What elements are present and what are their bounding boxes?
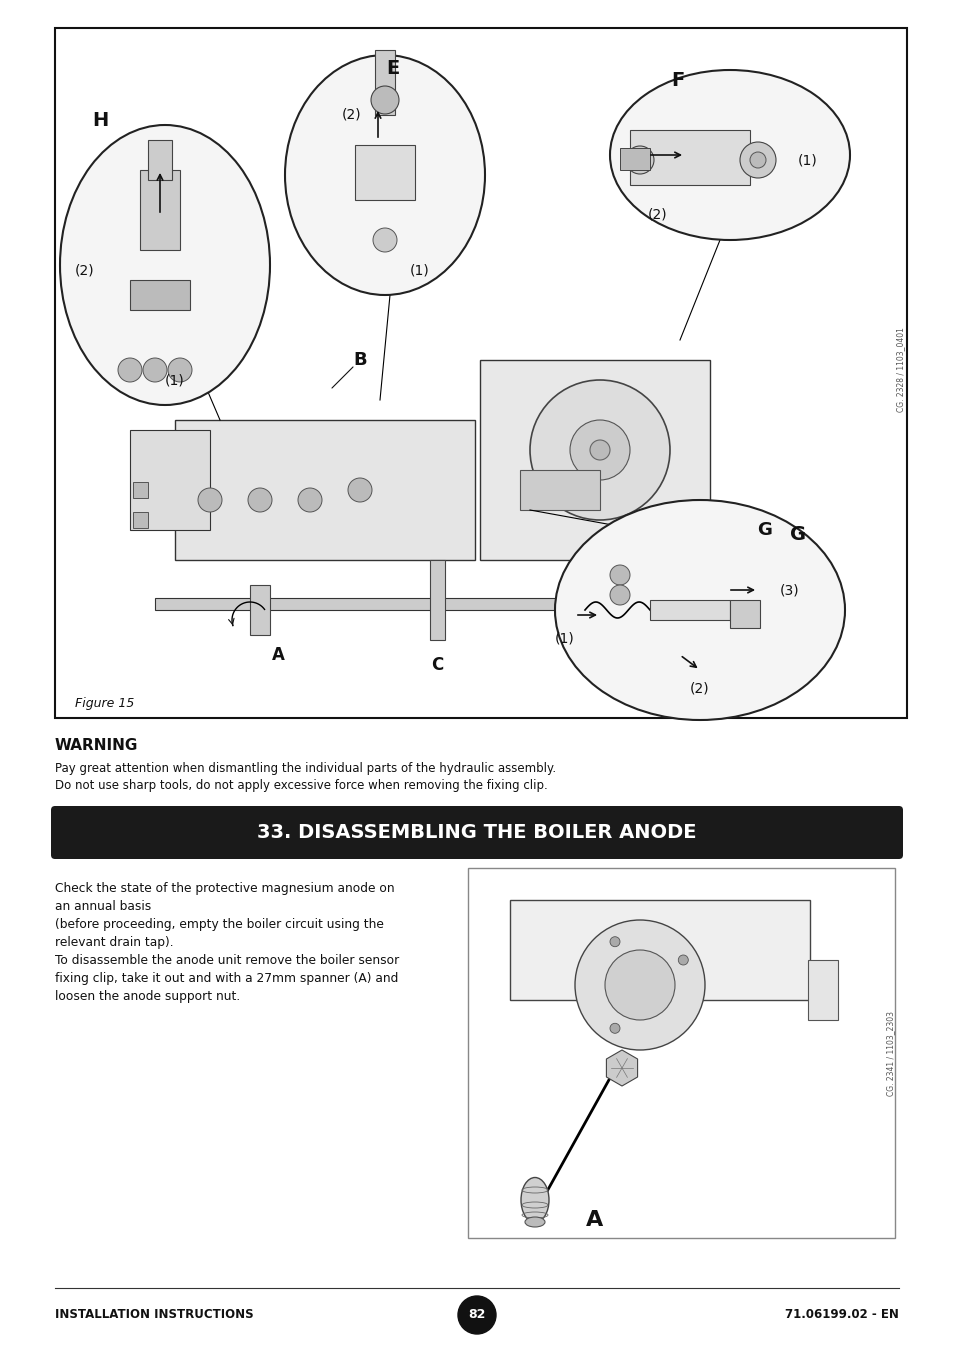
- Circle shape: [609, 937, 619, 946]
- Text: loosen the anode support nut.: loosen the anode support nut.: [55, 990, 240, 1003]
- Text: 33. DISASSEMBLING THE BOILER ANODE: 33. DISASSEMBLING THE BOILER ANODE: [257, 824, 696, 842]
- Text: an annual basis: an annual basis: [55, 900, 152, 913]
- Ellipse shape: [609, 70, 849, 240]
- Bar: [649, 599, 729, 620]
- Circle shape: [678, 954, 687, 965]
- Text: (1): (1): [798, 153, 817, 167]
- Text: F: F: [671, 70, 684, 89]
- Circle shape: [530, 379, 669, 520]
- Circle shape: [589, 440, 609, 460]
- Bar: [55, 28, 906, 718]
- Bar: [519, 470, 599, 510]
- Text: (3): (3): [780, 583, 799, 597]
- Bar: [468, 868, 894, 1238]
- Text: CG. 2341 / 1103_2303: CG. 2341 / 1103_2303: [885, 1011, 895, 1095]
- Bar: [619, 148, 649, 170]
- Polygon shape: [606, 1050, 637, 1085]
- Ellipse shape: [555, 500, 844, 720]
- Text: 82: 82: [468, 1308, 485, 1322]
- Text: Check the state of the protective magnesium anode on: Check the state of the protective magnes…: [55, 882, 395, 895]
- Bar: [174, 420, 475, 560]
- Bar: [510, 900, 809, 1000]
- Circle shape: [457, 1296, 496, 1334]
- Bar: [148, 140, 172, 180]
- Circle shape: [118, 358, 142, 382]
- Text: (1): (1): [165, 373, 185, 387]
- Ellipse shape: [520, 1177, 548, 1223]
- Bar: [375, 50, 395, 115]
- Text: WARNING: WARNING: [55, 738, 138, 753]
- Text: Figure 15: Figure 15: [75, 698, 134, 710]
- Text: (1): (1): [410, 263, 430, 277]
- Circle shape: [371, 86, 398, 113]
- Bar: [729, 599, 760, 628]
- Bar: [132, 482, 148, 498]
- Circle shape: [625, 146, 654, 174]
- Circle shape: [609, 585, 629, 605]
- Bar: [807, 960, 837, 1021]
- Ellipse shape: [60, 126, 270, 405]
- Text: (before proceeding, empty the boiler circuit using the: (before proceeding, empty the boiler cir…: [55, 918, 383, 932]
- Circle shape: [740, 142, 775, 178]
- Bar: [250, 585, 270, 634]
- Circle shape: [609, 1023, 619, 1033]
- Text: B: B: [353, 351, 366, 369]
- Circle shape: [348, 478, 372, 502]
- Text: (2): (2): [342, 108, 361, 122]
- Bar: [154, 598, 644, 610]
- Ellipse shape: [285, 55, 484, 296]
- Text: C: C: [431, 656, 442, 674]
- Text: (2): (2): [75, 263, 94, 277]
- Circle shape: [575, 919, 704, 1050]
- Text: Pay great attention when dismantling the individual parts of the hydraulic assem: Pay great attention when dismantling the…: [55, 761, 556, 775]
- Circle shape: [749, 153, 765, 167]
- Bar: [130, 431, 210, 531]
- Circle shape: [248, 487, 272, 512]
- Text: A: A: [272, 647, 284, 664]
- Circle shape: [297, 487, 322, 512]
- Circle shape: [168, 358, 192, 382]
- Bar: [355, 144, 415, 200]
- Text: 71.06199.02 - EN: 71.06199.02 - EN: [784, 1308, 898, 1322]
- Bar: [130, 279, 190, 310]
- Bar: [479, 360, 709, 560]
- Text: (1): (1): [555, 630, 575, 645]
- Circle shape: [373, 228, 396, 252]
- Text: G: G: [757, 521, 772, 539]
- Bar: [629, 130, 749, 185]
- Circle shape: [609, 566, 629, 585]
- Circle shape: [143, 358, 167, 382]
- Text: (2): (2): [647, 208, 667, 221]
- Circle shape: [569, 420, 629, 481]
- Bar: [140, 170, 180, 250]
- Text: E: E: [386, 58, 399, 77]
- FancyBboxPatch shape: [51, 806, 902, 859]
- Text: H: H: [91, 111, 108, 130]
- Circle shape: [198, 487, 222, 512]
- Text: CG. 2328 / 1103_0401: CG. 2328 / 1103_0401: [896, 328, 904, 413]
- Text: INSTALLATION INSTRUCTIONS: INSTALLATION INSTRUCTIONS: [55, 1308, 253, 1322]
- Bar: [132, 512, 148, 528]
- Text: relevant drain tap).: relevant drain tap).: [55, 936, 173, 949]
- Circle shape: [604, 950, 675, 1021]
- Text: To disassemble the anode unit remove the boiler sensor: To disassemble the anode unit remove the…: [55, 954, 399, 967]
- Text: A: A: [586, 1210, 603, 1230]
- Text: Do not use sharp tools, do not apply excessive force when removing the fixing cl: Do not use sharp tools, do not apply exc…: [55, 779, 547, 792]
- Text: (2): (2): [689, 680, 709, 695]
- Ellipse shape: [524, 1216, 544, 1227]
- Text: G: G: [789, 525, 805, 544]
- Text: fixing clip, take it out and with a 27mm spanner (A) and: fixing clip, take it out and with a 27mm…: [55, 972, 398, 986]
- Bar: [430, 560, 444, 640]
